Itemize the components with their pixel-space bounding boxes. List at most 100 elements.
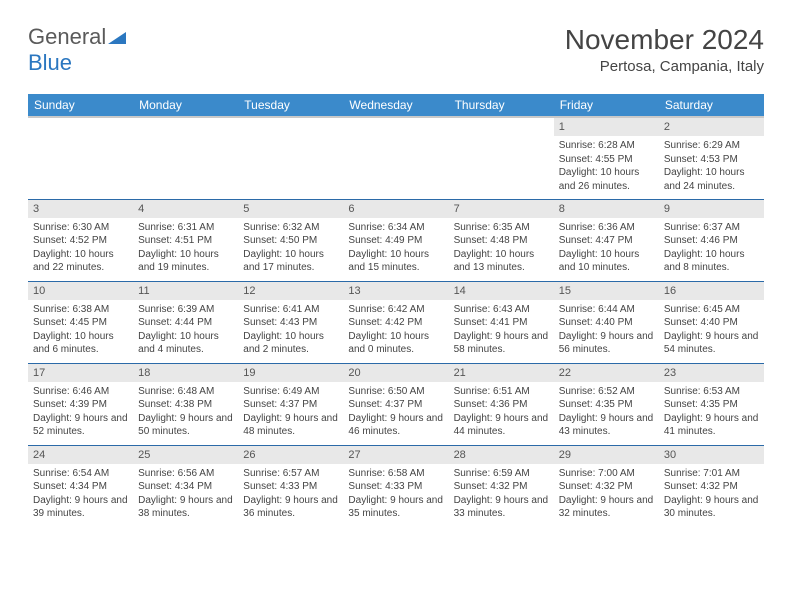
day-body: Sunrise: 6:48 AMSunset: 4:38 PMDaylight:… xyxy=(133,382,238,442)
daylight-text: Daylight: 9 hours and 46 minutes. xyxy=(348,412,443,439)
day-cell: 11Sunrise: 6:39 AMSunset: 4:44 PMDayligh… xyxy=(133,281,238,363)
day-number: 25 xyxy=(133,446,238,464)
daylight-text: Daylight: 10 hours and 8 minutes. xyxy=(664,248,759,275)
sunrise-text: Sunrise: 6:46 AM xyxy=(33,385,128,399)
day-body: Sunrise: 6:42 AMSunset: 4:42 PMDaylight:… xyxy=(343,300,448,360)
sunset-text: Sunset: 4:40 PM xyxy=(559,316,654,330)
day-body: Sunrise: 6:53 AMSunset: 4:35 PMDaylight:… xyxy=(659,382,764,442)
day-number: 4 xyxy=(133,200,238,218)
day-number: 13 xyxy=(343,282,448,300)
day-number: 15 xyxy=(554,282,659,300)
day-number: 17 xyxy=(28,364,133,382)
weekday-header: Saturday xyxy=(659,94,764,117)
sunset-text: Sunset: 4:38 PM xyxy=(138,398,233,412)
day-cell: 30Sunrise: 7:01 AMSunset: 4:32 PMDayligh… xyxy=(659,445,764,527)
day-body: Sunrise: 6:32 AMSunset: 4:50 PMDaylight:… xyxy=(238,218,343,278)
sunrise-text: Sunrise: 7:00 AM xyxy=(559,467,654,481)
sunset-text: Sunset: 4:41 PM xyxy=(454,316,549,330)
day-body: Sunrise: 6:41 AMSunset: 4:43 PMDaylight:… xyxy=(238,300,343,360)
day-number: 18 xyxy=(133,364,238,382)
day-body: Sunrise: 6:49 AMSunset: 4:37 PMDaylight:… xyxy=(238,382,343,442)
sunrise-text: Sunrise: 6:29 AM xyxy=(664,139,759,153)
day-cell: 3Sunrise: 6:30 AMSunset: 4:52 PMDaylight… xyxy=(28,199,133,281)
daylight-text: Daylight: 10 hours and 26 minutes. xyxy=(559,166,654,193)
sunrise-text: Sunrise: 6:39 AM xyxy=(138,303,233,317)
logo-triangle-icon xyxy=(108,24,126,50)
sunset-text: Sunset: 4:43 PM xyxy=(243,316,338,330)
sunset-text: Sunset: 4:33 PM xyxy=(348,480,443,494)
day-body: Sunrise: 6:37 AMSunset: 4:46 PMDaylight:… xyxy=(659,218,764,278)
sunset-text: Sunset: 4:53 PM xyxy=(664,153,759,167)
sunrise-text: Sunrise: 6:44 AM xyxy=(559,303,654,317)
sunset-text: Sunset: 4:37 PM xyxy=(243,398,338,412)
day-cell: 8Sunrise: 6:36 AMSunset: 4:47 PMDaylight… xyxy=(554,199,659,281)
daylight-text: Daylight: 9 hours and 56 minutes. xyxy=(559,330,654,357)
day-body: Sunrise: 6:31 AMSunset: 4:51 PMDaylight:… xyxy=(133,218,238,278)
day-cell: 6Sunrise: 6:34 AMSunset: 4:49 PMDaylight… xyxy=(343,199,448,281)
sunrise-text: Sunrise: 6:42 AM xyxy=(348,303,443,317)
weekday-header: Monday xyxy=(133,94,238,117)
month-title: November 2024 xyxy=(565,24,764,56)
day-number: 28 xyxy=(449,446,554,464)
sunset-text: Sunset: 4:46 PM xyxy=(664,234,759,248)
day-body: Sunrise: 6:57 AMSunset: 4:33 PMDaylight:… xyxy=(238,464,343,524)
day-body: Sunrise: 6:29 AMSunset: 4:53 PMDaylight:… xyxy=(659,136,764,196)
daylight-text: Daylight: 10 hours and 0 minutes. xyxy=(348,330,443,357)
day-cell: 14Sunrise: 6:43 AMSunset: 4:41 PMDayligh… xyxy=(449,281,554,363)
day-cell: 16Sunrise: 6:45 AMSunset: 4:40 PMDayligh… xyxy=(659,281,764,363)
daylight-text: Daylight: 9 hours and 38 minutes. xyxy=(138,494,233,521)
day-number: 11 xyxy=(133,282,238,300)
sunrise-text: Sunrise: 6:32 AM xyxy=(243,221,338,235)
daylight-text: Daylight: 10 hours and 6 minutes. xyxy=(33,330,128,357)
week-row: 17Sunrise: 6:46 AMSunset: 4:39 PMDayligh… xyxy=(28,363,764,445)
day-number: 21 xyxy=(449,364,554,382)
day-cell: 5Sunrise: 6:32 AMSunset: 4:50 PMDaylight… xyxy=(238,199,343,281)
daylight-text: Daylight: 10 hours and 2 minutes. xyxy=(243,330,338,357)
day-number: 29 xyxy=(554,446,659,464)
daylight-text: Daylight: 9 hours and 43 minutes. xyxy=(559,412,654,439)
day-body: Sunrise: 6:59 AMSunset: 4:32 PMDaylight:… xyxy=(449,464,554,524)
day-cell: 20Sunrise: 6:50 AMSunset: 4:37 PMDayligh… xyxy=(343,363,448,445)
day-body: Sunrise: 6:36 AMSunset: 4:47 PMDaylight:… xyxy=(554,218,659,278)
sunset-text: Sunset: 4:32 PM xyxy=(454,480,549,494)
day-body: Sunrise: 7:00 AMSunset: 4:32 PMDaylight:… xyxy=(554,464,659,524)
day-body: Sunrise: 6:39 AMSunset: 4:44 PMDaylight:… xyxy=(133,300,238,360)
daylight-text: Daylight: 10 hours and 17 minutes. xyxy=(243,248,338,275)
daylight-text: Daylight: 10 hours and 22 minutes. xyxy=(33,248,128,275)
day-cell: 13Sunrise: 6:42 AMSunset: 4:42 PMDayligh… xyxy=(343,281,448,363)
day-number: 30 xyxy=(659,446,764,464)
sunset-text: Sunset: 4:49 PM xyxy=(348,234,443,248)
day-cell: 15Sunrise: 6:44 AMSunset: 4:40 PMDayligh… xyxy=(554,281,659,363)
sunrise-text: Sunrise: 6:41 AM xyxy=(243,303,338,317)
daylight-text: Daylight: 9 hours and 30 minutes. xyxy=(664,494,759,521)
day-body: Sunrise: 6:58 AMSunset: 4:33 PMDaylight:… xyxy=(343,464,448,524)
sunset-text: Sunset: 4:42 PM xyxy=(348,316,443,330)
logo-part2: Blue xyxy=(28,50,72,75)
day-cell: 24Sunrise: 6:54 AMSunset: 4:34 PMDayligh… xyxy=(28,445,133,527)
week-row: 10Sunrise: 6:38 AMSunset: 4:45 PMDayligh… xyxy=(28,281,764,363)
week-row: 1Sunrise: 6:28 AMSunset: 4:55 PMDaylight… xyxy=(28,117,764,199)
day-number: 23 xyxy=(659,364,764,382)
sunset-text: Sunset: 4:55 PM xyxy=(559,153,654,167)
sunrise-text: Sunrise: 6:45 AM xyxy=(664,303,759,317)
daylight-text: Daylight: 9 hours and 36 minutes. xyxy=(243,494,338,521)
weekday-header-row: Sunday Monday Tuesday Wednesday Thursday… xyxy=(28,94,764,117)
sunrise-text: Sunrise: 6:37 AM xyxy=(664,221,759,235)
day-number: 19 xyxy=(238,364,343,382)
sunset-text: Sunset: 4:48 PM xyxy=(454,234,549,248)
sunrise-text: Sunrise: 6:31 AM xyxy=(138,221,233,235)
sunset-text: Sunset: 4:32 PM xyxy=(559,480,654,494)
sunrise-text: Sunrise: 6:38 AM xyxy=(33,303,128,317)
day-body: Sunrise: 6:52 AMSunset: 4:35 PMDaylight:… xyxy=(554,382,659,442)
day-body: Sunrise: 6:44 AMSunset: 4:40 PMDaylight:… xyxy=(554,300,659,360)
sunrise-text: Sunrise: 7:01 AM xyxy=(664,467,759,481)
day-number: 3 xyxy=(28,200,133,218)
daylight-text: Daylight: 10 hours and 13 minutes. xyxy=(454,248,549,275)
day-number: 16 xyxy=(659,282,764,300)
day-cell: 12Sunrise: 6:41 AMSunset: 4:43 PMDayligh… xyxy=(238,281,343,363)
day-cell: 9Sunrise: 6:37 AMSunset: 4:46 PMDaylight… xyxy=(659,199,764,281)
day-cell xyxy=(449,117,554,199)
sunset-text: Sunset: 4:37 PM xyxy=(348,398,443,412)
day-number: 6 xyxy=(343,200,448,218)
day-body: Sunrise: 6:46 AMSunset: 4:39 PMDaylight:… xyxy=(28,382,133,442)
